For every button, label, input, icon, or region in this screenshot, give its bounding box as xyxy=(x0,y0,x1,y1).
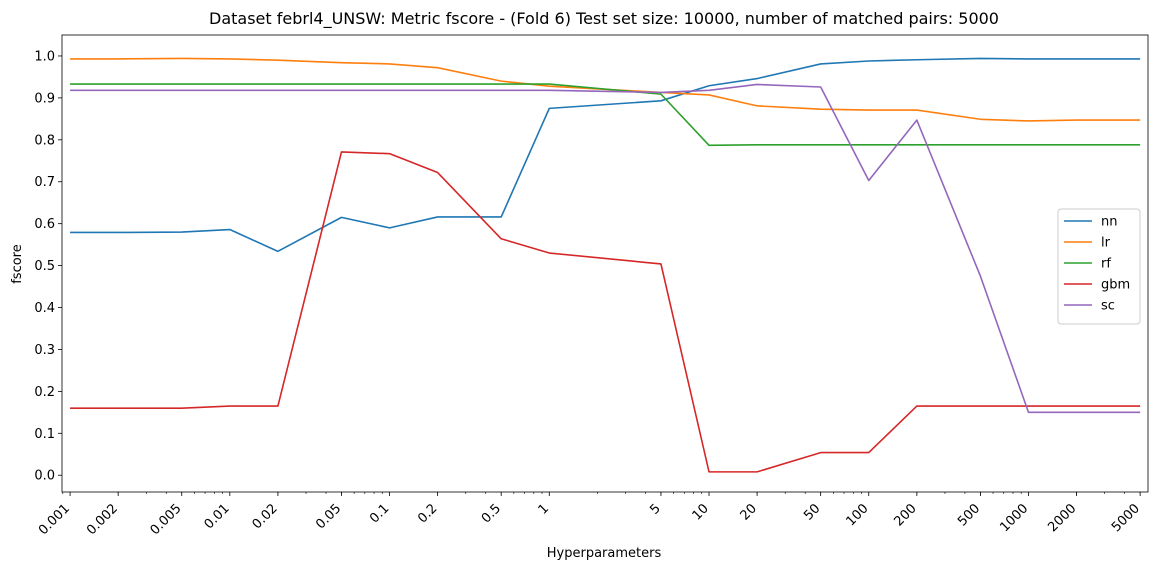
y-tick-label: 0.3 xyxy=(34,343,55,358)
y-tick-label: 0.6 xyxy=(34,217,55,232)
y-tick-label: 0.1 xyxy=(34,427,55,442)
legend-label-gbm: gbm xyxy=(1101,278,1130,293)
legend-label-nn: nn xyxy=(1101,215,1117,230)
legend-box xyxy=(1057,208,1141,325)
y-axis-label: fscore xyxy=(10,244,25,284)
series-line-gbm xyxy=(70,151,1141,473)
y-tick-label: 0.5 xyxy=(34,259,55,274)
legend: nn lr rf gbm sc xyxy=(1057,208,1141,325)
y-tick-label: 0.0 xyxy=(34,469,55,484)
y-tick-label: 0.9 xyxy=(34,91,55,106)
y-tick-label: 0.7 xyxy=(34,175,55,190)
legend-label-rf: rf xyxy=(1101,257,1111,272)
x-axis-label: Hyperparameters xyxy=(547,546,662,561)
y-tick-label: 0.8 xyxy=(34,133,55,148)
y-tick-label: 0.2 xyxy=(34,385,55,400)
axes-frame xyxy=(61,34,1149,493)
y-tick-label: 1.0 xyxy=(34,49,55,64)
legend-label-lr: lr xyxy=(1101,236,1111,251)
chart-title: Dataset febrl4_UNSW: Metric fscore - (Fo… xyxy=(209,9,999,29)
y-tick-label: 0.4 xyxy=(34,301,55,316)
series-line-rf xyxy=(70,83,1141,147)
legend-label-sc: sc xyxy=(1101,299,1115,314)
series-line-nn xyxy=(70,57,1141,253)
series-line-sc xyxy=(70,83,1141,414)
